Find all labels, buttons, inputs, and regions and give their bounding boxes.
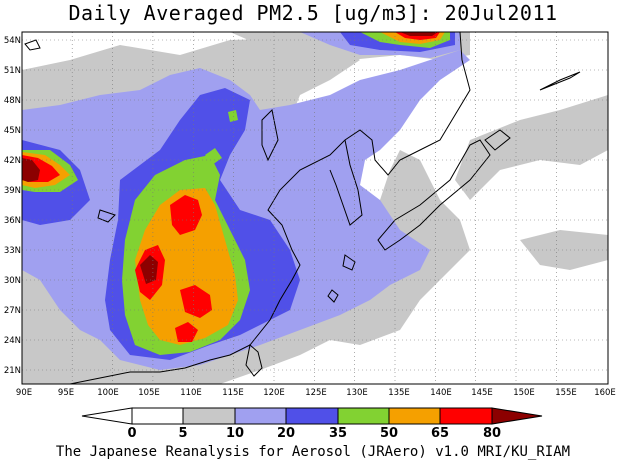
lat-label: 51N	[4, 66, 21, 76]
lon-axis: 90E 95E 100E 105E 110E 115E 120E 125E 13…	[16, 388, 616, 398]
lon-label: 140E	[430, 388, 452, 398]
lat-label: 21N	[4, 366, 21, 376]
colorbar-labels: 0 5 10 20 35 50 65 80	[127, 426, 501, 441]
colorbar-swatch	[285, 407, 339, 425]
colorbar-max-arrow	[491, 407, 543, 425]
colorbar-swatch	[131, 407, 184, 425]
colorbar-swatch	[234, 407, 287, 425]
contour-red-d	[175, 322, 198, 342]
map-footer: The Japanese Reanalysis for Aerosol (JRA…	[55, 444, 571, 460]
lat-label: 27N	[4, 306, 21, 316]
lon-label: 155E	[555, 388, 577, 398]
contour-orange-main	[135, 188, 238, 345]
colorbar-label: 65	[431, 426, 449, 441]
lon-label: 120E	[263, 388, 285, 398]
contour-gray-japan	[455, 95, 608, 200]
colorbar-swatch	[337, 407, 390, 425]
lon-label: 160E	[594, 388, 616, 398]
colorbar	[81, 407, 543, 425]
colorbar-label: 5	[178, 426, 187, 441]
lon-label: 100E	[97, 388, 119, 398]
lon-label: 130E	[346, 388, 368, 398]
pm25-field	[22, 32, 608, 384]
colorbar-label: 80	[483, 426, 501, 441]
contour-gray-east	[520, 230, 608, 270]
lon-label: 145E	[471, 388, 493, 398]
contour-red-c	[180, 285, 212, 318]
colorbar-swatch	[439, 407, 493, 425]
lon-label: 110E	[180, 388, 202, 398]
lon-label: 95E	[58, 388, 74, 398]
colorbar-swatch	[388, 407, 441, 425]
lat-label: 33N	[4, 246, 21, 256]
lon-label: 105E	[138, 388, 160, 398]
contour-green-spot	[205, 148, 222, 165]
lat-label: 48N	[4, 96, 21, 106]
lat-label: 42N	[4, 156, 21, 166]
lat-label: 39N	[4, 186, 21, 196]
contour-darkred-west	[22, 158, 40, 182]
colorbar-label: 0	[127, 426, 136, 441]
contour-red-a	[170, 195, 202, 235]
colorbar-label: 50	[380, 426, 398, 441]
map-frame	[21, 31, 609, 385]
lat-label: 54N	[4, 36, 21, 46]
colorbar-label: 20	[277, 426, 295, 441]
lon-label: 125E	[305, 388, 327, 398]
contour-darkred-north	[400, 32, 438, 36]
colorbar-label: 10	[226, 426, 244, 441]
contour-darkred-b	[140, 255, 158, 284]
contour-green-spot2	[228, 110, 238, 122]
grid-lines	[22, 32, 608, 384]
lat-label: 45N	[4, 126, 21, 136]
lat-axis: 54N 51N 48N 45N 42N 39N 36N 33N 30N 27N …	[4, 36, 21, 376]
lon-label: 135E	[388, 388, 410, 398]
lat-label: 24N	[4, 336, 21, 346]
lon-label: 150E	[513, 388, 535, 398]
colorbar-min-arrow	[81, 407, 133, 425]
coastlines	[24, 32, 581, 384]
map-title: Daily Averaged PM2.5 [ug/m3]: 20Jul2011	[68, 1, 558, 25]
colorbar-swatch	[182, 407, 236, 425]
lon-label: 115E	[222, 388, 244, 398]
lon-label: 90E	[16, 388, 32, 398]
lat-label: 36N	[4, 216, 21, 226]
colorbar-label: 35	[329, 426, 347, 441]
lat-label: 30N	[4, 276, 21, 286]
